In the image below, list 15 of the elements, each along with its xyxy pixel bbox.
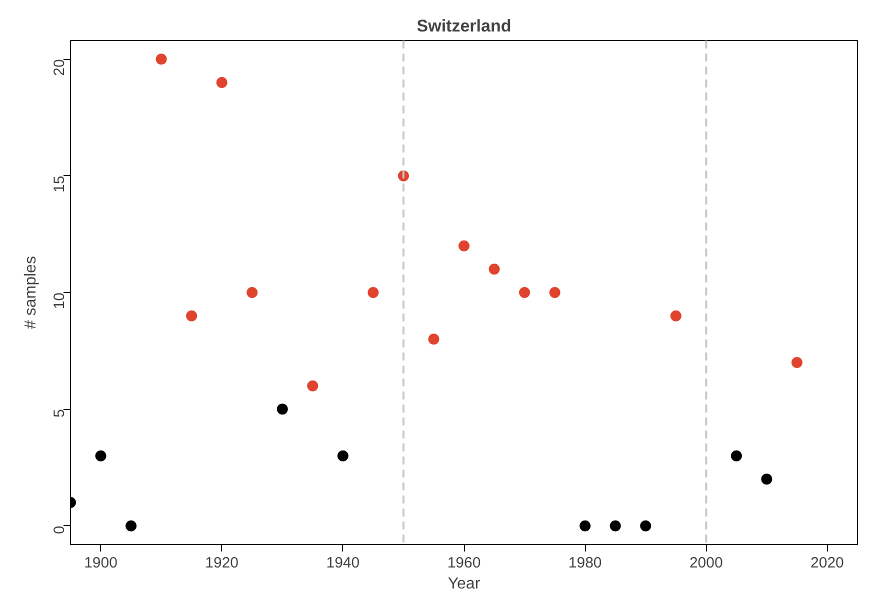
x-tick-label: 2000 (689, 554, 723, 572)
x-tick-label: 1980 (568, 554, 602, 572)
y-tick-label: 10 (51, 292, 68, 310)
y-tick-label: 5 (51, 409, 68, 418)
y-tick-label: 0 (51, 526, 68, 534)
y-tick-label: 15 (51, 176, 68, 193)
x-tick-label: 1960 (447, 554, 481, 572)
x-tick-label: 1900 (84, 554, 118, 572)
x-axis-title: Year (448, 576, 481, 592)
y-axis-title: # samples (22, 256, 40, 329)
x-tick-label: 2020 (810, 554, 844, 572)
x-tick-label: 1940 (326, 554, 360, 572)
y-tick-label: 20 (51, 59, 68, 76)
chart-title: Switzerland (416, 16, 512, 36)
x-tick-label: 1920 (205, 554, 239, 572)
